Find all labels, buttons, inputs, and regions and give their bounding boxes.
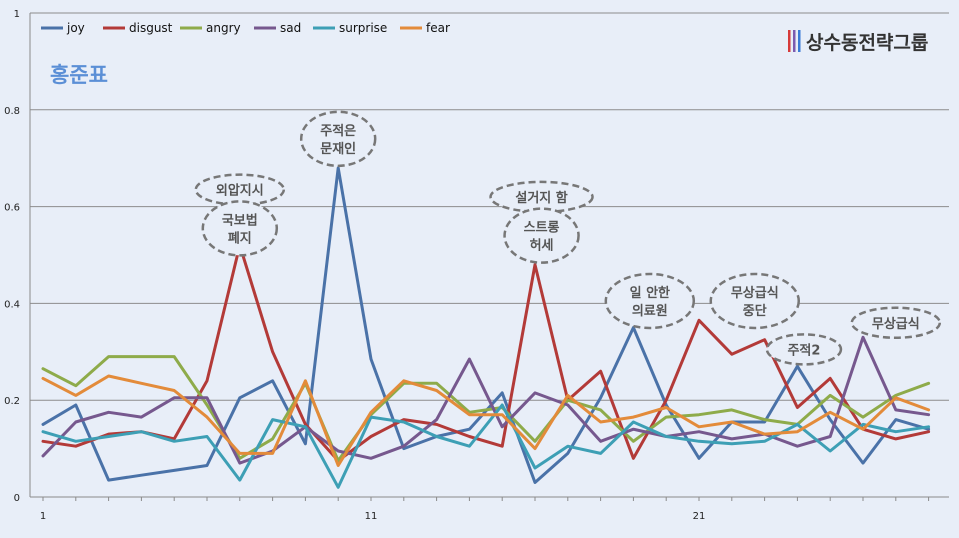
annotation-label: 의료원 [632,303,668,319]
annotation-ellipse [604,272,696,330]
brand-name: 상수동전략그룹 [806,32,928,54]
annotation-label: 국보법 [222,212,258,228]
legend-label-disgust: disgust [129,21,173,35]
series-line-sad [41,335,931,465]
annotation-ellipse [709,272,801,330]
y-tick-label: 0.4 [4,299,20,310]
annotation-label: 일 안한 [630,285,670,301]
y-tick-label: 0.6 [4,203,20,214]
annotation-label: 중단 [743,303,767,319]
brand-bar-purple [793,30,796,52]
x-tick-label: 21 [693,511,706,522]
legend-label-fear: fear [426,21,450,35]
series-line-fear [41,374,931,467]
brand-logo: 상수동전략그룹 [788,30,928,54]
annotation-label: 설거지 함 [515,190,567,206]
annotation-ellipse [299,110,377,168]
y-tick-label: 1 [14,9,20,20]
annotation: 외압지시 [194,173,286,206]
legend-label-angry: angry [206,21,241,35]
annotation-label: 외압지시 [216,183,264,199]
series-line-angry [41,355,931,463]
annotation-label: 허세 [530,238,554,254]
brand-bar-blue [798,30,801,52]
annotation-label: 문재인 [320,141,356,157]
annotation-label: 주적은 [320,123,356,139]
legend-label-sad: sad [280,21,301,35]
annotation-ellipse [503,207,580,264]
annotation-label: 주적2 [787,342,820,358]
legend: joy disgust angry sad surprise fear [41,21,450,35]
annotation-label: 무상급식 [872,316,920,332]
legend-label-surprise: surprise [339,21,387,35]
legend-label-joy: joy [66,21,85,35]
annotation-label: 스트롱 [524,221,560,236]
axes: 00.20.40.60.811 11 21 [4,9,930,522]
x-tick-label: 1 [40,511,46,522]
x-tick-label: 11 [365,511,378,522]
grid [30,12,949,498]
annotation-ellipse [201,200,279,257]
annotation-label: 폐지 [228,231,252,246]
y-tick-label: 0 [14,493,20,504]
series-line-disgust [41,243,931,463]
annotation-ellipse [850,306,942,340]
annotation-label: 무상급식 [731,285,779,301]
brand-bar-red [788,30,791,52]
chart-title: 홍준표 [50,63,108,87]
annotation: 주적2 [765,333,843,366]
annotation: 설거지 함 [489,180,594,214]
y-tick-label: 0.8 [4,106,20,117]
series-layer [41,166,931,489]
annotation: 무상급식 [850,306,942,340]
annotation-ellipse [765,333,843,366]
y-tick-label: 0.2 [4,396,20,407]
